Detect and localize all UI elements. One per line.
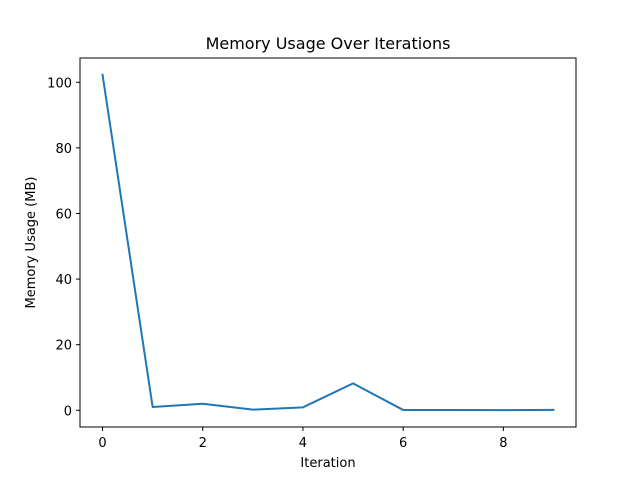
x-tick-label: 4 (299, 436, 307, 451)
y-tick-label: 40 (55, 273, 72, 288)
x-tick-label: 2 (199, 436, 207, 451)
y-tick-label: 80 (55, 142, 72, 157)
series-line (101, 73, 555, 412)
x-axis-label: Iteration (300, 456, 355, 471)
x-tick-label: 6 (399, 436, 407, 451)
series-layer (101, 73, 555, 412)
y-tick-label: 20 (55, 339, 72, 354)
y-tick-label: 60 (55, 207, 72, 222)
chart-title: Memory Usage Over Iterations (206, 34, 451, 53)
plot-frame (79, 57, 577, 428)
y-tick-label: 100 (47, 76, 72, 91)
x-tick-label: 8 (499, 436, 507, 451)
plot-area: 0 2 4 6 8 0 20 40 60 80 100 (47, 57, 577, 451)
y-axis-ticks: 0 20 40 60 80 100 (47, 76, 80, 419)
x-tick-label: 0 (98, 436, 106, 451)
x-axis-ticks: 0 2 4 6 8 (98, 427, 507, 451)
y-axis-label: Memory Usage (MB) (24, 177, 39, 309)
y-tick-label: 0 (64, 404, 72, 419)
